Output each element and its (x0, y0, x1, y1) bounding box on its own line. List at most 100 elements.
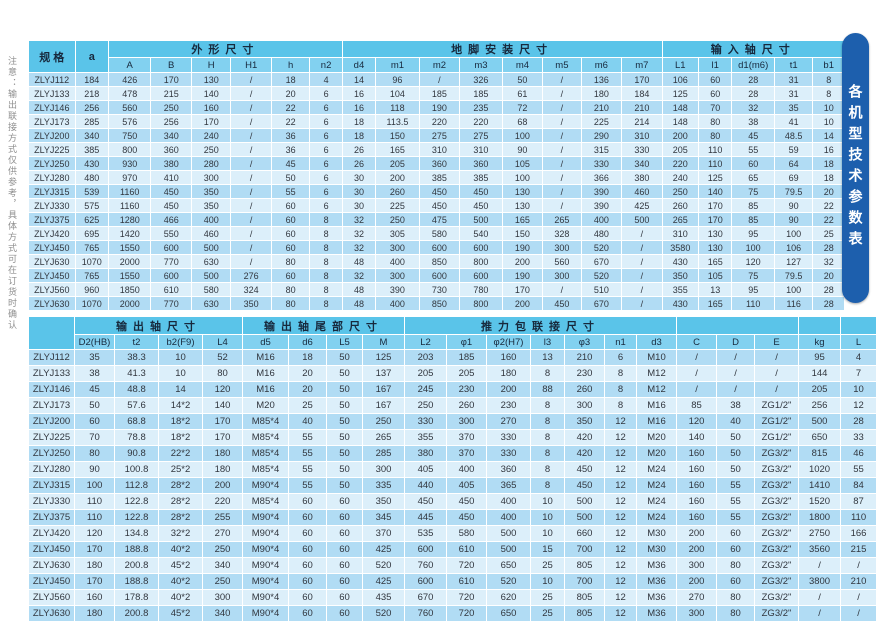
value-cell: 600 (459, 240, 503, 255)
value-cell: 970 (107, 170, 152, 185)
value-cell: / (621, 296, 663, 311)
value-cell: 225 (375, 198, 420, 213)
value-cell: M12 (635, 381, 678, 398)
value-cell: 610 (150, 282, 192, 297)
value-cell: 430 (661, 254, 700, 269)
value-cell: 805 (564, 605, 605, 622)
value-cell: 500 (564, 493, 605, 510)
value-cell: 580 (418, 226, 461, 241)
value-cell: 460 (621, 184, 663, 199)
value-cell: M36 (635, 589, 678, 606)
value-cell: 80 (716, 589, 756, 606)
value-cell: 40 (716, 413, 756, 430)
value-cell: 400 (486, 509, 531, 526)
value-cell: 450 (404, 493, 447, 510)
value-cell: 100 (773, 226, 814, 241)
value-cell: 305 (375, 226, 420, 241)
value-cell: 50 (326, 397, 363, 414)
table-row: ZLYJ420 120 134.8 32*2 270 M90*4 60 60 370 535 580… (28, 525, 876, 542)
value-cell: 28*2 (158, 493, 203, 510)
table-row: ZLYJ330 575 1160 450 350/60 6 30 225 450 450 130/3… (28, 198, 845, 213)
value-cell: / (754, 381, 800, 398)
value-cell: 220 (459, 114, 503, 129)
value-cell: 45*2 (158, 557, 203, 574)
value-cell: ZG3/2" (754, 573, 800, 590)
column-header: d3 (635, 334, 678, 350)
value-cell: 110 (698, 142, 733, 157)
spec-cell: ZLYJ133 (28, 86, 76, 101)
table-row: ZLYJ420 695 1420 550 460/60 8 32 305 580 540 150 32… (28, 226, 845, 241)
value-cell: 32*2 (158, 525, 203, 542)
value-cell: 340 (150, 128, 192, 143)
value-cell: 45*2 (158, 605, 203, 622)
value-cell: 160 (676, 461, 718, 478)
value-cell: 45 (270, 156, 311, 171)
column-header: l3 (530, 334, 565, 350)
value-cell: 85 (676, 397, 718, 414)
value-cell: 95 (731, 282, 775, 297)
table-row: ZLYJ330 110 122.8 28*2 220 M85*4 60 60 350 450 450… (28, 493, 876, 510)
value-cell: 28 (731, 72, 775, 87)
value-cell: 50 (716, 429, 756, 446)
value-cell: 300 (542, 240, 582, 255)
value-cell: M16 (242, 365, 289, 382)
value-cell: 500 (621, 212, 663, 227)
table-row: ZLYJ200 340 750 340 240/36 6 18 150 275 275 100/29… (28, 128, 845, 143)
value-cell: 50 (326, 429, 363, 446)
value-cell: 240 (661, 170, 700, 185)
value-cell: M30 (635, 541, 678, 558)
value-cell: 450 (459, 184, 503, 199)
value-cell: 110 (731, 296, 775, 311)
value-cell: 18 (812, 156, 845, 171)
value-cell: 165 (698, 296, 733, 311)
value-cell: 1550 (107, 240, 152, 255)
value-cell: 50 (716, 461, 756, 478)
value-cell: 575 (74, 198, 109, 213)
value-cell: 20 (288, 365, 327, 382)
value-cell: 660 (564, 525, 605, 542)
value-cell: / (418, 72, 461, 87)
value-cell: 6 (604, 349, 637, 366)
value-cell: / (840, 589, 876, 606)
value-cell: 7 (840, 365, 876, 382)
side-note: 注意：输出联接方式仅供参考，具体方式可在订货时确认 (7, 56, 17, 331)
value-cell: 10 (158, 349, 203, 366)
value-cell: 12 (604, 461, 637, 478)
value-cell: 60 (270, 268, 311, 283)
value-cell: 324 (230, 282, 272, 297)
top-table-header: 规 格 a 外形尺寸 地脚安装尺寸 输入轴尺寸 A B H H1 h n2 d4 m1 m2 m3 m4 m5 m… (28, 40, 846, 73)
value-cell: 14*2 (158, 397, 203, 414)
value-cell: 380 (404, 445, 447, 462)
value-cell: 600 (418, 268, 461, 283)
value-cell: 400 (190, 212, 232, 227)
column-header: t1 (773, 57, 814, 73)
value-cell: 450 (446, 509, 487, 526)
value-cell: / (621, 268, 663, 283)
value-cell: 250 (661, 184, 700, 199)
spec-cell: ZLYJ315 (28, 477, 75, 494)
value-cell: 100 (501, 170, 544, 185)
value-cell: 265 (362, 429, 405, 446)
value-cell: / (230, 184, 272, 199)
value-cell: 576 (107, 114, 152, 129)
table-row: ZLYJ250 430 930 380 280/45 6 26 205 360 360 105/33… (28, 156, 845, 171)
value-cell: / (230, 198, 272, 213)
value-cell: ZG3/2" (754, 605, 800, 622)
value-cell: 48 (341, 296, 377, 311)
value-cell: 330 (580, 156, 623, 171)
value-cell: / (542, 86, 582, 101)
column-header: d1(m6) (731, 57, 775, 73)
column-header: L (840, 334, 876, 350)
value-cell: 79.5 (773, 184, 814, 199)
value-cell: 65 (731, 170, 775, 185)
value-cell: / (542, 128, 582, 143)
value-cell: 55 (288, 461, 327, 478)
value-cell: 22 (812, 198, 845, 213)
value-cell: 16 (341, 100, 377, 115)
value-cell: 2000 (107, 296, 152, 311)
value-cell: 205 (661, 142, 700, 157)
value-cell: 36 (270, 142, 311, 157)
value-cell: 120 (676, 413, 718, 430)
value-cell: 340 (621, 156, 663, 171)
value-cell: 12 (840, 397, 876, 414)
